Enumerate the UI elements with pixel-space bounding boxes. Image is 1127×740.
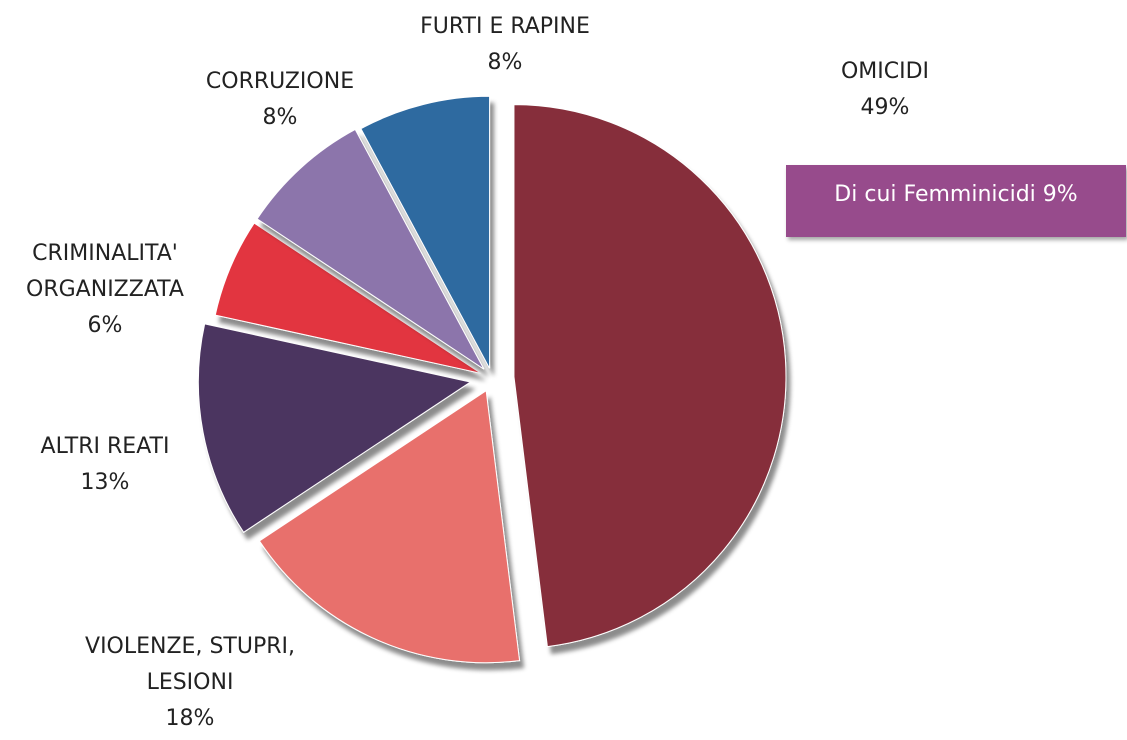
slice-label: FURTI E RAPINE 8%	[420, 9, 590, 81]
value-label: 8%	[262, 105, 298, 130]
slice-label: ALTRI REATI 13%	[41, 429, 170, 501]
pie-slice	[360, 95, 491, 369]
slice-label: VIOLENZE, STUPRI, LESIONI 18%	[55, 629, 325, 737]
pie-slice	[256, 128, 485, 370]
category-name: CORRUZIONE	[205, 69, 355, 94]
category-name: FURTI E RAPINE	[420, 14, 590, 39]
value-label: 13%	[80, 470, 130, 495]
category-name: OMICIDI	[840, 59, 930, 84]
value-label: 6%	[87, 313, 123, 338]
pie-slice	[214, 222, 482, 374]
category-name: ALTRI REATI	[40, 434, 170, 459]
pie-slice	[258, 389, 521, 664]
slice-label: CRIMINALITA' ORGANIZZATA 6%	[5, 236, 205, 344]
pie-slice	[197, 323, 472, 533]
slice-label: CORRUZIONE 8%	[206, 64, 354, 136]
value-label: 18%	[165, 706, 215, 731]
category-name: CRIMINALITA' ORGANIZZATA	[26, 241, 184, 302]
value-label: 49%	[860, 95, 910, 120]
slice-label: OMICIDI 49%	[841, 54, 929, 126]
annotation: Di cui Femminicidi 9%	[786, 165, 1126, 237]
category-name: VIOLENZE, STUPRI, LESIONI	[85, 634, 295, 695]
value-label: 8%	[487, 50, 523, 75]
pie-slice	[513, 104, 787, 648]
